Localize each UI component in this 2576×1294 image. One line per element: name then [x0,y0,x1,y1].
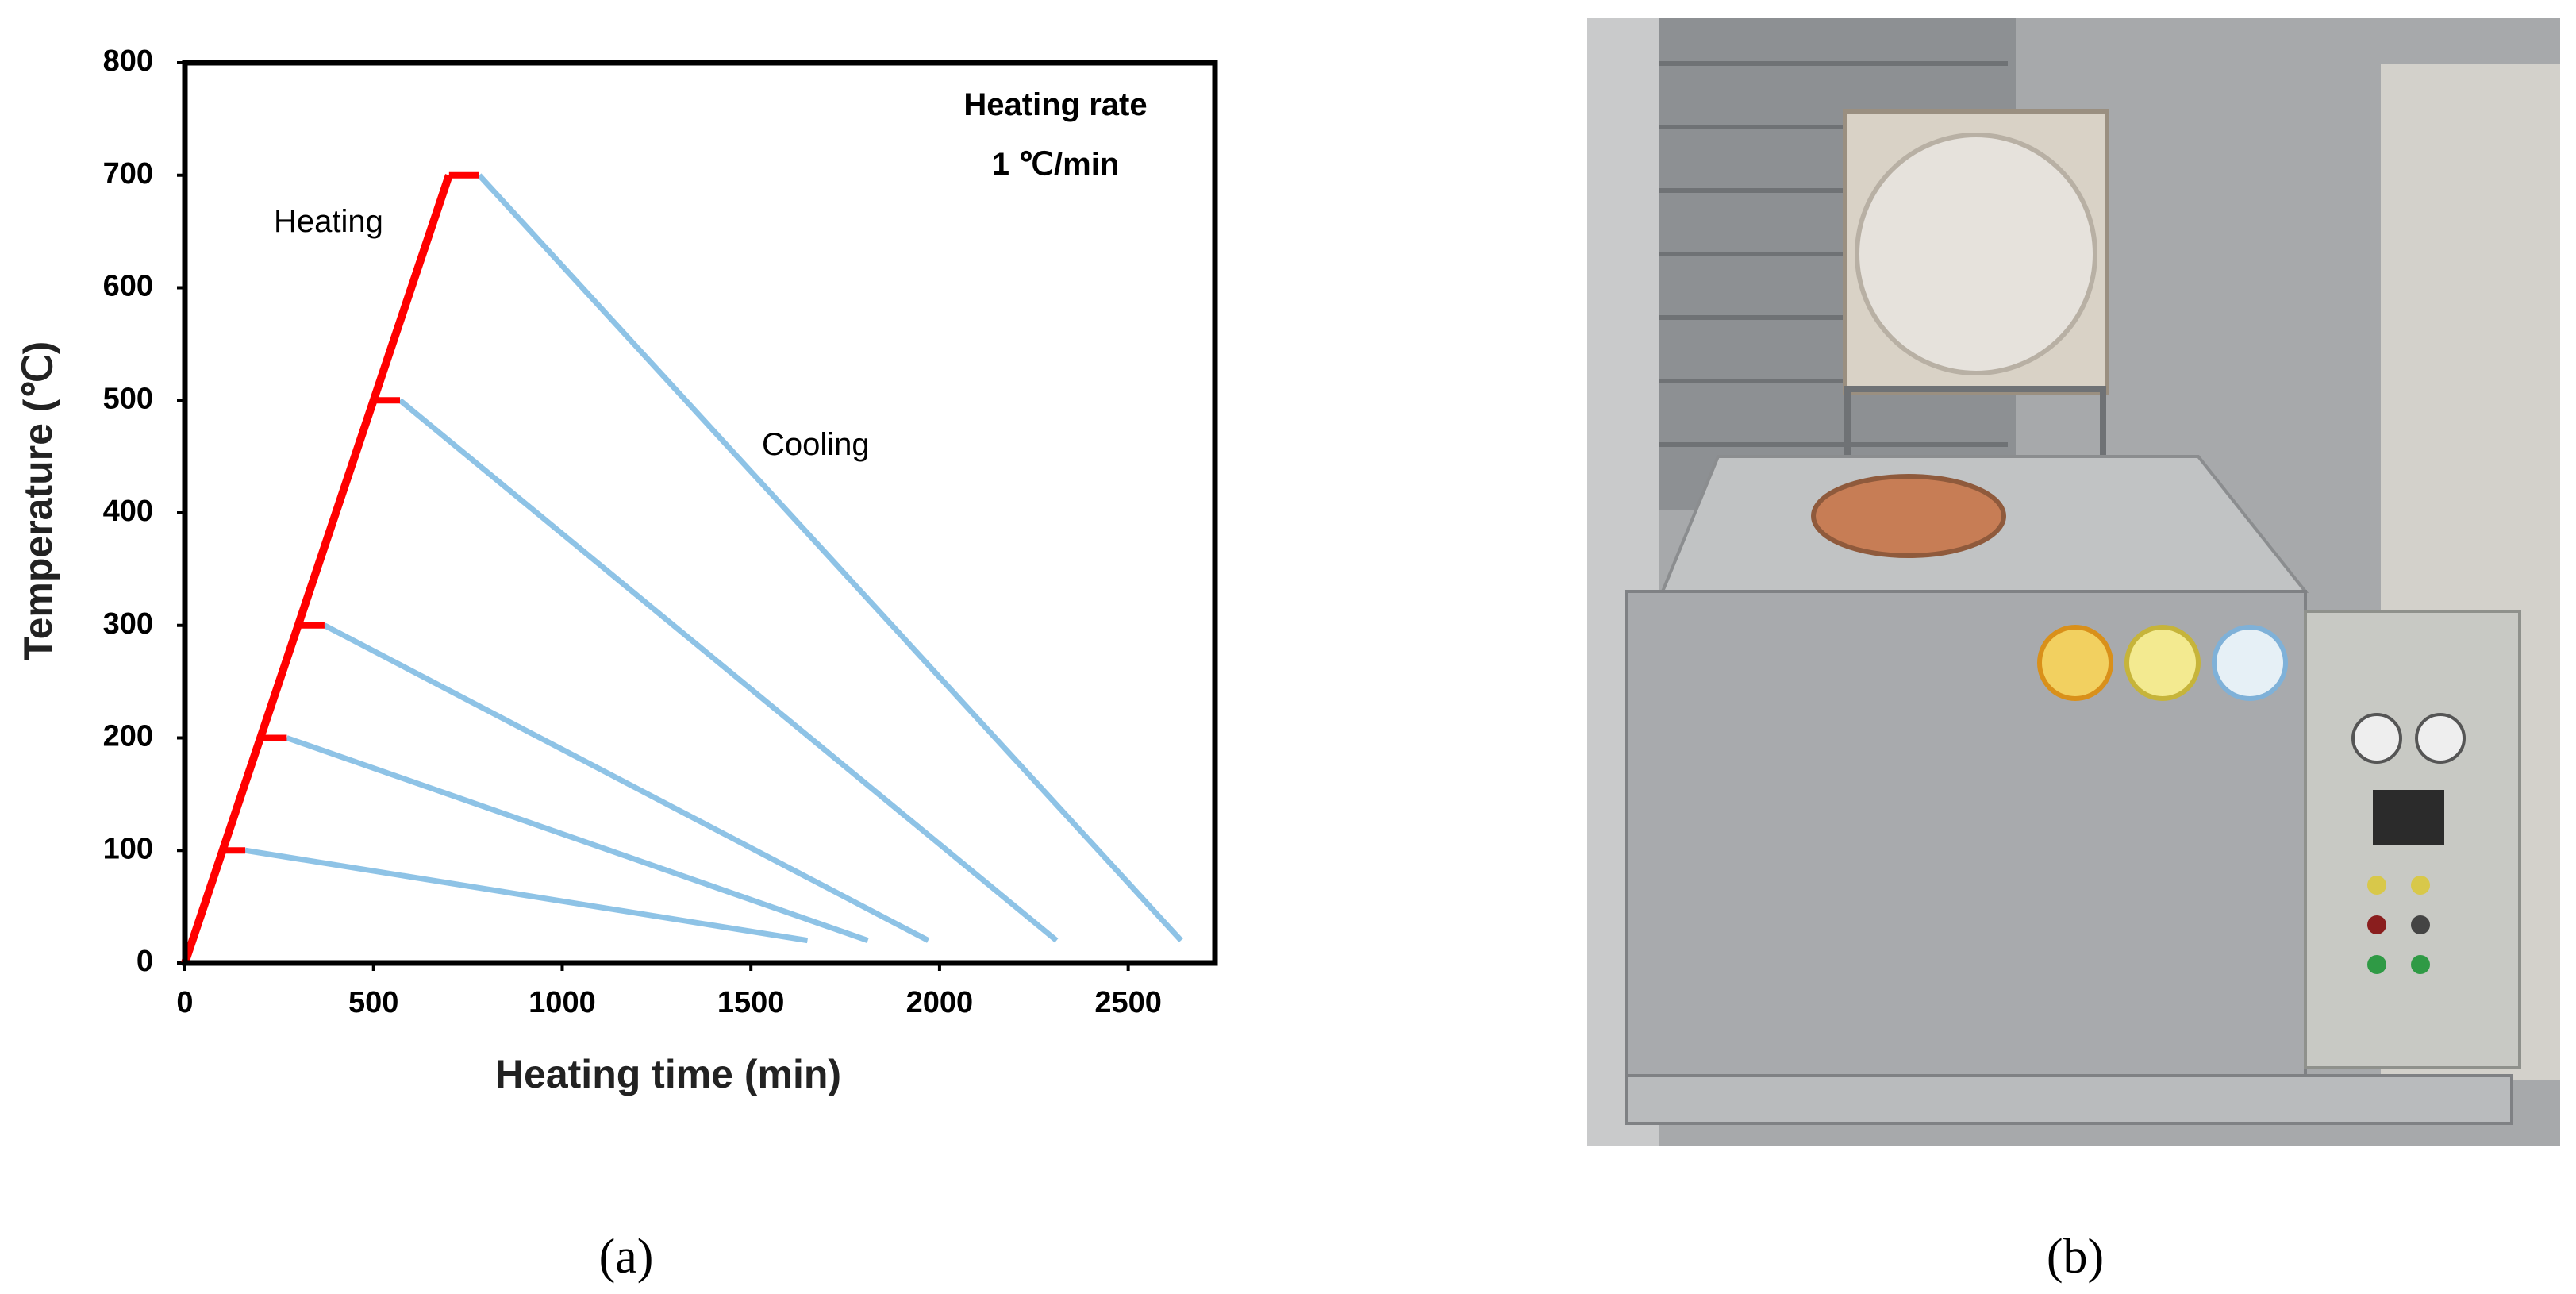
plot-frame [182,60,1218,966]
gauge [2351,713,2402,764]
y-tick-label: 300 [103,607,153,641]
x-tick-label: 2500 [1094,986,1162,1019]
heating-label: Heating [274,204,383,239]
x-tick-label: 0 [176,986,193,1019]
controller [2373,790,2444,845]
chart: 0 100 200 300 400 500 600 700 800 0 500 1000 1500 200… [16,44,1218,1096]
annotation: Heating rate [963,87,1147,122]
caption: (b) [2047,1230,2104,1284]
sticker [2124,625,2201,701]
y-tick-label: 700 [103,157,153,191]
button [2367,876,2386,895]
y-axis-label: Temperature (℃) [16,341,60,661]
y-tick-label: 200 [103,720,153,753]
furnace-base [1625,1074,2513,1125]
y-tick-label: 0 [136,945,153,978]
cooling-line [323,622,930,943]
x-axis-label: Heating time (min) [495,1052,841,1096]
annotation: 1 ℃/min [992,147,1120,182]
cooling-line [244,847,809,944]
y-tick-label: 400 [103,495,153,528]
caption: (a) [599,1230,654,1284]
y-tick-label: 600 [103,270,153,303]
y-tick-label: 500 [103,382,153,415]
furnace-body [1625,590,2307,1077]
sticker [2037,625,2113,701]
y-tick-label: 100 [103,832,153,865]
lid-plate [1855,133,2097,375]
y-tick-label: 800 [103,44,153,78]
button [2367,915,2386,934]
button [2411,876,2430,895]
cooling-line [286,735,869,943]
cooling-label: Cooling [762,427,870,462]
button [2367,955,2386,974]
sticker [2212,625,2288,701]
x-tick-label: 2000 [906,986,974,1019]
button [2411,955,2430,974]
x-tick-label: 1000 [529,986,596,1019]
cooling-line [398,398,1059,943]
button [2411,915,2430,934]
x-tick-label: 1500 [717,986,785,1019]
furnace-photo [1587,18,2560,1146]
heating-line [181,174,453,965]
cooling-line [477,173,1183,943]
gauge [2415,713,2466,764]
x-tick-label: 500 [348,986,398,1019]
furnace-opening [1811,474,2006,558]
